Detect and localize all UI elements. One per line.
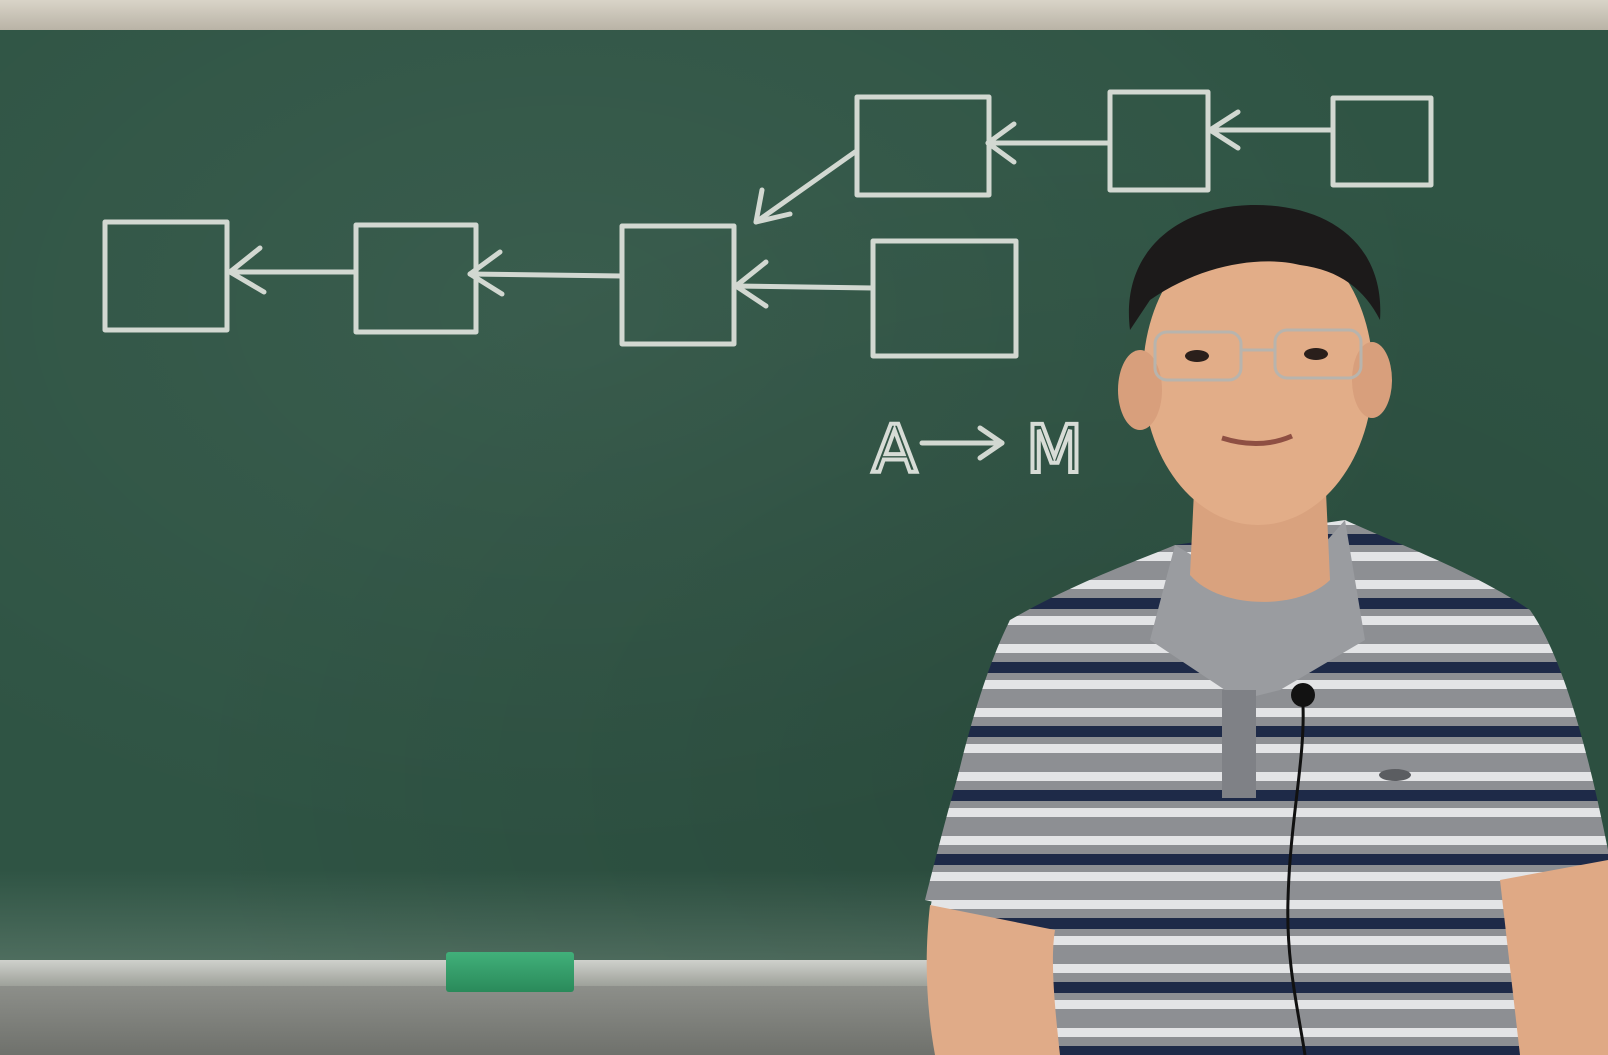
block-4 [870,238,1019,359]
microphone-cable [1286,705,1307,1055]
formula-right-label: M [1026,411,1083,488]
shirt-logo [1379,769,1411,781]
arrow-2-to-1 [227,245,359,295]
left-eye [1185,350,1209,362]
block-7 [1330,95,1434,188]
shirt-placket [1222,690,1256,798]
block-1 [102,219,230,333]
arrow-3-to-2 [467,249,625,297]
formula-left-label: A [872,411,917,488]
arrow-7-to-6 [1207,109,1336,151]
hair [1128,205,1381,330]
mouth [1221,433,1294,447]
face [1143,225,1373,525]
board-eraser [446,952,574,992]
arrow-a-to-m [919,425,1005,461]
chalkboard-frame [0,0,1608,30]
shirt-left-sleeve [925,620,1085,930]
arrow-6-to-5 [985,121,1113,165]
left-ear [1118,350,1162,430]
right-eye [1304,348,1328,360]
arrow-5-to-3 [753,149,858,225]
glasses [1153,328,1363,382]
striped-polo-shirt [930,520,1608,1055]
arrow-4-to-3 [733,259,876,309]
lapel-microphone [1291,683,1315,707]
left-arm [926,905,1060,1055]
right-arm [1500,860,1608,1055]
right-ear [1352,342,1392,418]
